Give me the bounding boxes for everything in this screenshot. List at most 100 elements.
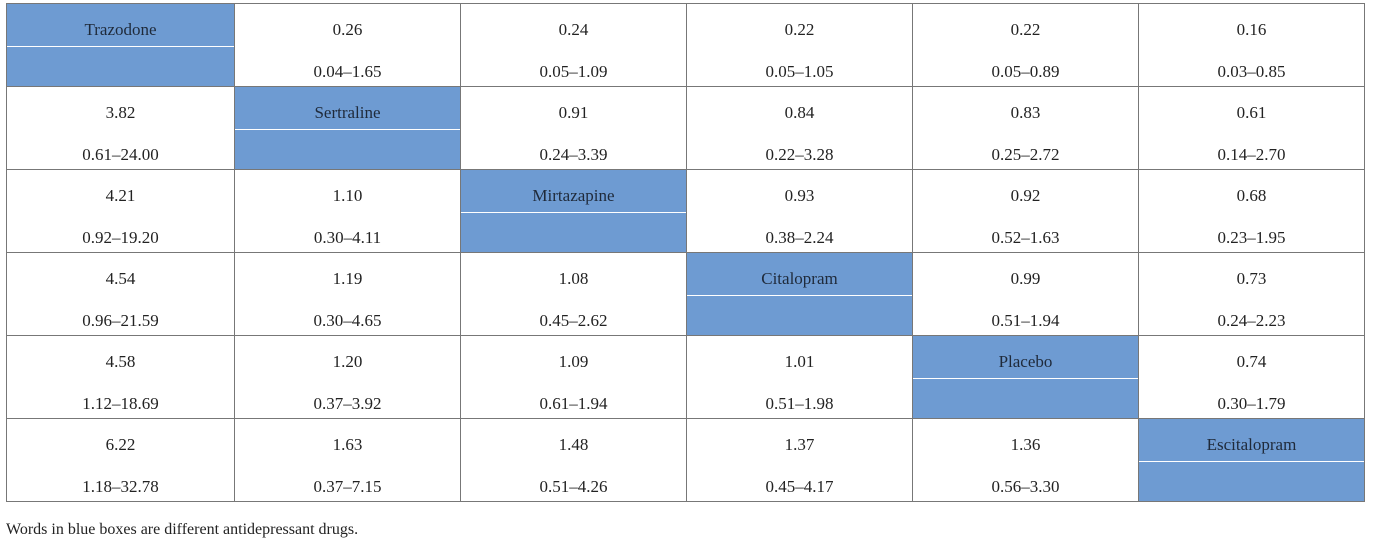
drug-name: Citalopram <box>761 269 838 288</box>
confidence-interval: 0.05–0.89 <box>991 62 1060 81</box>
effect-estimate: 1.20 <box>332 352 363 371</box>
effect-estimate: 0.68 <box>1236 186 1267 205</box>
comparison-cell: 0.91 0.24–3.39 <box>460 86 687 170</box>
comparison-cell: 4.21 0.92–19.20 <box>6 169 235 253</box>
table-row: 3.82 0.61–24.00 Sertraline 0.91 0.24–3.39 0.8… <box>6 86 1369 170</box>
confidence-interval: 0.05–1.05 <box>765 62 834 81</box>
comparison-cell: 6.22 1.18–32.78 <box>6 418 235 502</box>
league-table: Trazodone 0.26 0.04–1.65 0.24 0.05–1.09 0.22 0… <box>6 3 1369 502</box>
effect-estimate: 1.08 <box>558 269 589 288</box>
effect-estimate: 0.74 <box>1236 352 1267 371</box>
effect-estimate: 0.84 <box>784 103 815 122</box>
comparison-cell: 0.74 0.30–1.79 <box>1138 335 1365 419</box>
confidence-interval: 1.18–32.78 <box>82 477 159 496</box>
comparison-cell: 1.37 0.45–4.17 <box>686 418 913 502</box>
effect-estimate: 3.82 <box>105 103 136 122</box>
drug-cell: Placebo <box>912 335 1139 419</box>
table-row: 4.21 0.92–19.20 1.10 0.30–4.11 Mirtazapine 0.… <box>6 169 1369 253</box>
comparison-cell: 1.09 0.61–1.94 <box>460 335 687 419</box>
confidence-interval: 0.05–1.09 <box>539 62 608 81</box>
confidence-interval: 0.37–3.92 <box>313 394 382 413</box>
drug-cell: Escitalopram <box>1138 418 1365 502</box>
confidence-interval: 0.51–1.94 <box>991 311 1060 330</box>
confidence-interval: 0.30–4.65 <box>313 311 382 330</box>
comparison-cell: 0.16 0.03–0.85 <box>1138 3 1365 87</box>
effect-estimate: 1.48 <box>558 435 589 454</box>
effect-estimate: 1.01 <box>784 352 815 371</box>
effect-estimate: 4.58 <box>105 352 136 371</box>
confidence-interval: 0.25–2.72 <box>991 145 1060 164</box>
comparison-cell: 1.08 0.45–2.62 <box>460 252 687 336</box>
confidence-interval: 0.23–1.95 <box>1217 228 1286 247</box>
confidence-interval: 0.61–1.94 <box>539 394 608 413</box>
confidence-interval: 0.03–0.85 <box>1217 62 1286 81</box>
effect-estimate: 0.83 <box>1010 103 1041 122</box>
effect-estimate: 0.16 <box>1236 20 1267 39</box>
confidence-interval: 0.51–4.26 <box>539 477 608 496</box>
comparison-cell: 0.92 0.52–1.63 <box>912 169 1139 253</box>
confidence-interval: 0.30–4.11 <box>313 228 382 247</box>
table-row: 4.54 0.96–21.59 1.19 0.30–4.65 1.08 0.45–2.62… <box>6 252 1369 336</box>
effect-estimate: 0.61 <box>1236 103 1267 122</box>
confidence-interval: 0.52–1.63 <box>991 228 1060 247</box>
effect-estimate: 0.93 <box>784 186 815 205</box>
comparison-cell: 0.26 0.04–1.65 <box>234 3 461 87</box>
drug-name: Mirtazapine <box>532 186 615 205</box>
confidence-interval: 0.38–2.24 <box>765 228 834 247</box>
effect-estimate: 1.37 <box>784 435 815 454</box>
drug-cell: Sertraline <box>234 86 461 170</box>
table-row: Trazodone 0.26 0.04–1.65 0.24 0.05–1.09 0.22 0… <box>6 3 1369 87</box>
effect-estimate: 4.21 <box>105 186 136 205</box>
confidence-interval: 1.12–18.69 <box>82 394 159 413</box>
comparison-cell: 0.83 0.25–2.72 <box>912 86 1139 170</box>
comparison-cell: 0.99 0.51–1.94 <box>912 252 1139 336</box>
confidence-interval: 0.45–2.62 <box>539 311 608 330</box>
effect-estimate: 0.26 <box>332 20 363 39</box>
drug-name: Trazodone <box>84 20 157 39</box>
effect-estimate: 0.22 <box>1010 20 1041 39</box>
comparison-cell: 0.61 0.14–2.70 <box>1138 86 1365 170</box>
effect-estimate: 0.99 <box>1010 269 1041 288</box>
confidence-interval: 0.24–2.23 <box>1217 311 1286 330</box>
comparison-cell: 0.73 0.24–2.23 <box>1138 252 1365 336</box>
confidence-interval: 0.22–3.28 <box>765 145 834 164</box>
comparison-cell: 0.84 0.22–3.28 <box>686 86 913 170</box>
confidence-interval: 0.30–1.79 <box>1217 394 1286 413</box>
effect-estimate: 6.22 <box>105 435 136 454</box>
effect-estimate: 1.10 <box>332 186 363 205</box>
confidence-interval: 0.96–21.59 <box>82 311 159 330</box>
drug-name: Placebo <box>998 352 1053 371</box>
effect-estimate: 0.92 <box>1010 186 1041 205</box>
confidence-interval: 0.92–19.20 <box>82 228 159 247</box>
effect-estimate: 4.54 <box>105 269 136 288</box>
effect-estimate: 1.19 <box>332 269 363 288</box>
drug-name: Sertraline <box>314 103 381 122</box>
drug-name: Escitalopram <box>1206 435 1297 454</box>
comparison-cell: 0.22 0.05–0.89 <box>912 3 1139 87</box>
table-row: 6.22 1.18–32.78 1.63 0.37–7.15 1.48 0.51–4.26… <box>6 418 1369 502</box>
comparison-cell: 0.22 0.05–1.05 <box>686 3 913 87</box>
table-row: 4.58 1.12–18.69 1.20 0.37–3.92 1.09 0.61–1.94… <box>6 335 1369 419</box>
comparison-cell: 0.68 0.23–1.95 <box>1138 169 1365 253</box>
comparison-cell: 1.19 0.30–4.65 <box>234 252 461 336</box>
confidence-interval: 0.04–1.65 <box>313 62 382 81</box>
effect-estimate: 1.63 <box>332 435 363 454</box>
confidence-interval: 0.24–3.39 <box>539 145 608 164</box>
comparison-cell: 4.54 0.96–21.59 <box>6 252 235 336</box>
drug-cell: Citalopram <box>686 252 913 336</box>
effect-estimate: 1.09 <box>558 352 589 371</box>
comparison-cell: 1.20 0.37–3.92 <box>234 335 461 419</box>
table-footnote: Words in blue boxes are different antide… <box>6 521 359 538</box>
effect-estimate: 1.36 <box>1010 435 1041 454</box>
effect-estimate: 0.24 <box>558 20 589 39</box>
confidence-interval: 0.37–7.15 <box>313 477 382 496</box>
effect-estimate: 0.91 <box>558 103 589 122</box>
comparison-cell: 1.10 0.30–4.11 <box>234 169 461 253</box>
confidence-interval: 0.56–3.30 <box>991 477 1060 496</box>
comparison-cell: 1.63 0.37–7.15 <box>234 418 461 502</box>
effect-estimate: 0.73 <box>1236 269 1267 288</box>
comparison-cell: 3.82 0.61–24.00 <box>6 86 235 170</box>
confidence-interval: 0.14–2.70 <box>1217 145 1286 164</box>
confidence-interval: 0.45–4.17 <box>765 477 834 496</box>
comparison-cell: 4.58 1.12–18.69 <box>6 335 235 419</box>
